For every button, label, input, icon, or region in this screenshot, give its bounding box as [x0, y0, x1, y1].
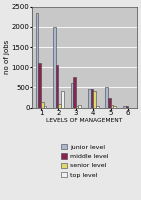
Bar — [96, 106, 99, 108]
Bar — [61, 91, 64, 108]
Legend: junior level, middle level, senior level, top level: junior level, middle level, senior level… — [60, 143, 109, 179]
X-axis label: LEVELS OF MANAGEMENT: LEVELS OF MANAGEMENT — [46, 118, 123, 123]
Bar — [38, 63, 41, 108]
Bar — [111, 105, 113, 108]
Bar — [76, 106, 79, 108]
Bar — [44, 106, 46, 108]
Bar — [113, 106, 116, 108]
Bar — [79, 105, 81, 108]
Bar — [36, 13, 38, 108]
Bar — [91, 89, 93, 108]
Bar — [41, 102, 44, 108]
Bar — [105, 87, 108, 108]
Bar — [53, 27, 56, 108]
Bar — [123, 106, 125, 108]
Bar — [125, 106, 128, 108]
Bar — [56, 65, 59, 108]
Bar — [108, 98, 111, 108]
Y-axis label: no of jobs: no of jobs — [4, 40, 10, 74]
Bar — [93, 91, 96, 108]
Bar — [59, 104, 61, 108]
Bar — [71, 83, 73, 108]
Bar — [88, 89, 91, 108]
Bar — [73, 77, 76, 108]
